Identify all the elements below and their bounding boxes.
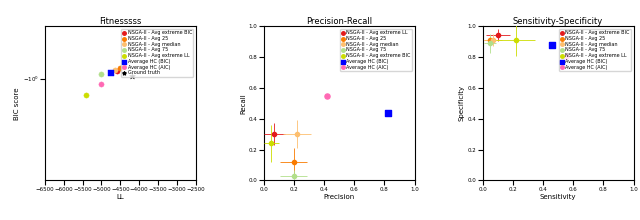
Y-axis label: Recall: Recall (240, 93, 246, 114)
Point (109, 68, 120, 72)
Point (106, 71, 116, 75)
X-axis label: Sensitivity: Sensitivity (540, 194, 577, 200)
X-axis label: Precision: Precision (324, 194, 355, 200)
Title: Fitnesssss: Fitnesssss (99, 17, 141, 26)
Point (96, 73, 106, 76)
Y-axis label: BIC score: BIC score (14, 87, 20, 120)
Legend: NSGA-II - Avg extreme LL, NSGA-II - Avg 25, NSGA-II - Avg median, NSGA-II - Avg : NSGA-II - Avg extreme LL, NSGA-II - Avg … (340, 29, 412, 71)
Point (547, 43, 557, 47)
Point (561, 54, 571, 57)
Title: Precision-Recall: Precision-Recall (306, 17, 372, 26)
Point (96, 83, 106, 86)
Point (115, 66, 125, 70)
Point (382, 111, 392, 114)
Legend: NSGA-II - Avg extreme BIC, NSGA-II - Avg 25, NSGA-II - Avg median, NSGA-II - Avg: NSGA-II - Avg extreme BIC, NSGA-II - Avg… (121, 29, 193, 77)
Legend: NSGA-II - Avg extreme BIC, NSGA-II - Avg 25, NSGA-II - Avg median, NSGA-II - Avg: NSGA-II - Avg extreme BIC, NSGA-II - Avg… (559, 29, 631, 71)
Point (81, 94, 92, 97)
Point (111, 70, 122, 73)
Point (322, 94, 332, 97)
Point (127, 74, 137, 77)
Y-axis label: Specificity: Specificity (459, 85, 465, 121)
X-axis label: LL: LL (116, 194, 124, 200)
Title: Sensitivity-Specificity: Sensitivity-Specificity (513, 17, 604, 26)
